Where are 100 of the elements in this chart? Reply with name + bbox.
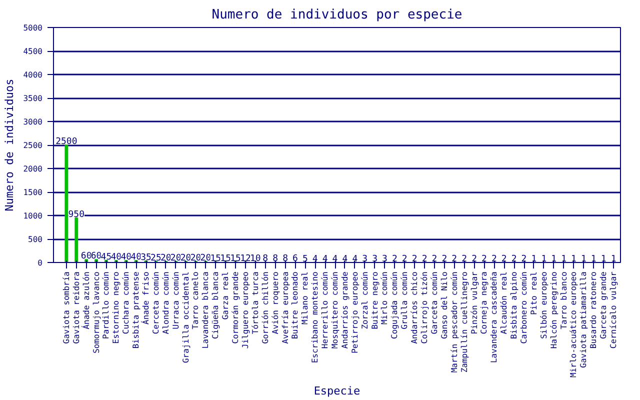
data-label: 20 [180, 254, 192, 264]
data-label: 4 [332, 254, 338, 264]
x-tick-label: Andarríos grande [340, 271, 350, 349]
data-label: 12 [240, 254, 251, 264]
x-tick-label: Estornino negro [112, 271, 121, 344]
x-tick-label: Urraca común [171, 271, 180, 330]
x-tick-label: Colirrojo tizón [420, 271, 430, 344]
x-tick-label: Zampullín cuellinegro [460, 271, 469, 373]
x-tick-label: Garza real [221, 271, 230, 320]
x-tick-label: Garceta común [430, 271, 439, 334]
x-tick-label: Gaviota reidora [72, 271, 81, 344]
x-tick-label: Pito real [529, 271, 538, 315]
y-axis-title: Numero de individuos [3, 78, 16, 212]
data-label: 3 [362, 254, 368, 264]
data-label: 40 [110, 252, 122, 263]
x-tick-label: Buitre negro [370, 271, 380, 330]
data-label: 6 [292, 254, 298, 264]
x-tick-label: Ánade azulón [80, 271, 91, 330]
y-tick-label: 5000 [23, 24, 43, 32]
x-tick-label: Halcón peregrino [549, 271, 558, 349]
data-label: 40 [120, 252, 132, 263]
x-tick-label: Grajilla occidental [181, 271, 190, 364]
x-tick-label: Ánade friso [140, 271, 151, 324]
x-tick-label: Zorzal común [360, 271, 370, 330]
x-tick-label: Gorrión chillón [260, 271, 270, 344]
x-tick-label: Lavandera blanca [201, 271, 210, 349]
y-tick-label: 4500 [23, 47, 43, 56]
data-label: 25 [150, 253, 162, 264]
x-tick-label: Petirrojo europeo [350, 271, 360, 354]
x-tick-label: Avefría europea [280, 271, 290, 344]
data-label: 20 [160, 254, 172, 264]
data-label: 60 [80, 252, 92, 262]
x-tick-label: Andarríos chico [410, 271, 420, 344]
x-tick-label: Pinzón vulgar [470, 271, 479, 334]
x-tick-label: Mosquitero común [330, 271, 340, 349]
data-label: 60 [90, 252, 102, 262]
x-tick-label: Cormorán grande [231, 271, 240, 344]
data-label: 2 [482, 254, 487, 264]
y-tick-label: 1000 [23, 212, 43, 220]
y-tick-label: 4000 [23, 70, 43, 80]
data-label: 15 [220, 254, 232, 264]
data-label: 4 [342, 254, 348, 264]
y-tick-label: 3000 [23, 118, 43, 126]
data-label: 20 [170, 254, 182, 264]
x-tick-label: Cogujada común [390, 271, 400, 339]
x-tick-label: Milano real [300, 271, 310, 324]
x-tick-label: Somormujo lavanco [92, 271, 101, 354]
x-tick-label: Pardillo común [102, 271, 111, 339]
data-label: 35 [140, 252, 152, 263]
y-tick-label: 3500 [23, 94, 43, 103]
data-label: 20 [190, 254, 202, 264]
data-label: 950 [68, 210, 85, 220]
y-tick-label: 500 [28, 235, 43, 244]
y-tick-label: 2000 [23, 164, 43, 174]
x-tick-label: Tarro canelo [191, 271, 200, 330]
data-label: 4 [322, 254, 328, 264]
x-tick-label: Gaviota sombría [62, 271, 71, 344]
x-tick-label: Cuchara común [122, 271, 131, 334]
x-tick-label: Alcaudón real [500, 271, 509, 334]
data-label: 15 [210, 254, 222, 264]
data-label: 4 [352, 254, 358, 264]
x-tick-label: Cigüeña blanca [211, 271, 220, 339]
data-label: 3 [382, 254, 388, 264]
x-tick-label: Mirlo-acuático europeo [569, 271, 578, 378]
x-tick-label: Bisbita alpino [510, 271, 519, 339]
x-tick-label: Silbón europeo [539, 271, 548, 339]
data-label: 4 [312, 254, 318, 264]
data-label: 2 [392, 254, 398, 264]
chart-title: Numero de individuos por especie [212, 8, 462, 22]
data-label: 10 [250, 254, 261, 264]
data-label: 8 [282, 254, 288, 264]
x-tick-label: Grulla común [400, 271, 410, 330]
data-label: 45 [100, 252, 112, 262]
data-label: 3 [372, 254, 378, 264]
x-tick-label: Garceta grande [599, 271, 608, 339]
x-tick-label: Bisbita pratense [132, 271, 141, 349]
x-tick-label: Tarro blanco [559, 271, 568, 330]
x-tick-label: Tórtola turca [250, 271, 260, 334]
x-tick-label: Mirlo común [380, 271, 390, 324]
x-tick-label: Ganso del Nilo [440, 271, 449, 339]
x-tick-label: Escribano montesino [310, 271, 320, 364]
x-axis-title: Especie [314, 384, 360, 398]
x-tick-label: Busardo ratonero [589, 271, 598, 349]
x-tick-label: Buitre leonado [290, 271, 300, 339]
x-tick-label: Martín pescador común [450, 271, 459, 373]
x-tick-label: Cernícalo vulgar [609, 271, 618, 349]
data-label: 8 [272, 254, 278, 264]
x-tick-label: Carbonero común [520, 271, 529, 344]
y-tick-label: 2500 [23, 141, 43, 150]
x-tick-label: Gaviota patiamarilla [579, 271, 588, 368]
y-tick-label: 1500 [23, 188, 43, 197]
data-label: 15 [230, 254, 241, 264]
x-tick-label: Lavandera cascadeña [490, 271, 499, 364]
x-tick-label: Avión roquero [270, 271, 280, 334]
data-label: 8 [262, 254, 268, 264]
y-tick-label: 0 [38, 258, 43, 268]
x-tick-label: Corneja negra [480, 271, 489, 334]
data-label: 2500 [56, 137, 78, 147]
data-label: 20 [200, 254, 212, 264]
x-tick-label: Herrerillo común [320, 271, 330, 349]
